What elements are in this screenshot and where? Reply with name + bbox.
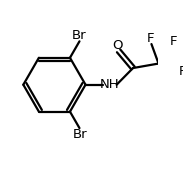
Text: Br: Br [71, 29, 86, 42]
Text: F: F [179, 65, 183, 78]
Text: F: F [147, 32, 154, 45]
Text: NH: NH [100, 78, 119, 91]
Text: F: F [169, 35, 177, 48]
Text: O: O [113, 39, 123, 52]
Text: Br: Br [73, 128, 88, 141]
